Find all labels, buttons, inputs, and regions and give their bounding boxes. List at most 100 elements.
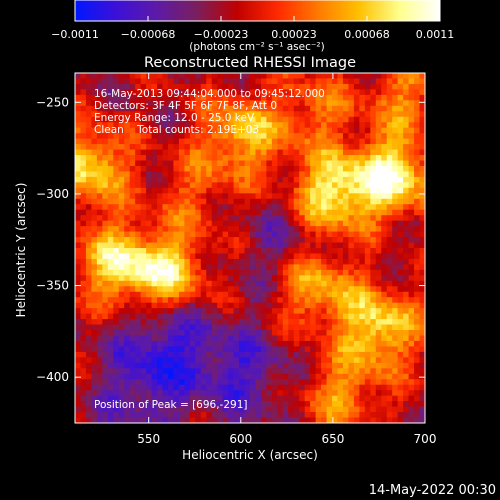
heatmap-cell xyxy=(195,237,202,243)
heatmap-cell xyxy=(113,308,120,315)
heatmap-cell xyxy=(173,231,180,238)
heatmap-cell xyxy=(217,78,224,85)
heatmap-cell xyxy=(167,155,174,161)
heatmap-cell xyxy=(342,417,349,424)
heatmap-cell xyxy=(403,204,409,211)
heatmap-cell xyxy=(397,83,404,90)
heatmap-cell xyxy=(408,94,415,101)
heatmap-cell xyxy=(386,155,393,161)
heatmap-cell xyxy=(419,324,426,331)
heatmap-cell xyxy=(299,302,306,309)
heatmap-cell xyxy=(326,94,333,101)
heatmap-cell xyxy=(200,165,207,172)
heatmap-cell xyxy=(353,248,360,254)
heatmap-cell xyxy=(157,275,163,282)
heatmap-cell xyxy=(211,83,218,90)
heatmap-cell xyxy=(222,127,229,134)
heatmap-cell xyxy=(118,122,125,129)
heatmap-cell xyxy=(233,149,240,156)
heatmap-cell xyxy=(135,253,142,260)
heatmap-cell xyxy=(124,313,131,320)
heatmap-cell xyxy=(282,384,289,391)
heatmap-cell xyxy=(173,122,180,129)
heatmap-cell xyxy=(266,335,273,342)
heatmap-cell xyxy=(342,220,349,227)
heatmap-cell xyxy=(266,111,273,118)
heatmap-cell xyxy=(260,362,267,369)
heatmap-cell xyxy=(222,122,229,129)
heatmap-cell xyxy=(408,362,415,369)
heatmap-cell xyxy=(419,94,426,101)
heatmap-cell xyxy=(342,122,349,129)
heatmap-cell xyxy=(321,209,327,216)
heatmap-cell xyxy=(107,308,114,315)
heatmap-cell xyxy=(337,308,344,315)
heatmap-cell xyxy=(310,313,317,320)
heatmap-cell xyxy=(255,340,262,347)
heatmap-cell xyxy=(244,209,251,216)
heatmap-cell xyxy=(239,215,245,222)
heatmap-cell xyxy=(266,89,273,96)
heatmap-cell xyxy=(239,231,245,238)
heatmap-cell xyxy=(96,226,103,232)
heatmap-cell xyxy=(408,149,415,156)
heatmap-cell xyxy=(403,160,409,167)
heatmap-cell xyxy=(260,335,267,342)
heatmap-cell xyxy=(271,291,278,298)
heatmap-cell xyxy=(321,406,327,413)
heatmap-cell xyxy=(282,280,289,287)
heatmap-cell xyxy=(85,242,92,249)
heatmap-cell xyxy=(102,248,109,254)
heatmap-cell xyxy=(364,340,371,347)
heatmap-cell xyxy=(386,100,393,107)
heatmap-cell xyxy=(189,204,196,211)
heatmap-cell xyxy=(315,171,322,178)
heatmap-cell xyxy=(167,362,174,369)
heatmap-cell xyxy=(282,401,289,407)
heatmap-cell xyxy=(80,379,87,386)
heatmap-cell xyxy=(277,187,284,194)
heatmap-cell xyxy=(342,231,349,238)
heatmap-cell xyxy=(315,390,322,397)
heatmap-cell xyxy=(353,171,360,178)
heatmap-cell xyxy=(293,220,300,227)
heatmap-cell xyxy=(403,73,409,79)
heatmap-cell xyxy=(359,258,366,265)
heatmap-cell xyxy=(337,362,344,369)
heatmap-cell xyxy=(140,138,147,145)
heatmap-cell xyxy=(299,83,306,90)
heatmap-cell xyxy=(80,116,87,123)
heatmap-cell xyxy=(337,412,344,418)
heatmap-cell xyxy=(233,209,240,216)
heatmap-cell xyxy=(195,280,202,287)
heatmap-cell xyxy=(353,253,360,260)
heatmap-cell xyxy=(91,379,98,386)
heatmap-cell xyxy=(118,160,125,167)
heatmap-cell xyxy=(113,242,120,249)
heatmap-cell xyxy=(271,171,278,178)
heatmap-cell xyxy=(75,242,81,249)
x-axis-title: Heliocentric X (arcsec) xyxy=(182,448,318,462)
heatmap-cell xyxy=(304,182,311,189)
heatmap-cell xyxy=(91,182,98,189)
heatmap-cell xyxy=(277,116,284,123)
heatmap-cell xyxy=(195,357,202,364)
heatmap-cell xyxy=(118,373,125,380)
heatmap-cell xyxy=(167,401,174,407)
heatmap-cell xyxy=(408,111,415,118)
heatmap-cell xyxy=(124,390,131,397)
colorbar-tick-label: 0.0011 xyxy=(416,28,455,41)
heatmap-cell xyxy=(310,100,317,107)
heatmap-cell xyxy=(75,390,81,397)
heatmap-cell xyxy=(167,264,174,271)
heatmap-cell xyxy=(293,209,300,216)
heatmap-cell xyxy=(211,231,218,238)
heatmap-cell xyxy=(299,286,306,293)
heatmap-cell xyxy=(250,89,256,96)
heatmap-cell xyxy=(195,73,202,79)
heatmap-cell xyxy=(217,94,224,101)
heatmap-cell xyxy=(288,231,295,238)
heatmap-cell xyxy=(124,133,131,140)
heatmap-cell xyxy=(288,220,295,227)
heatmap-cell xyxy=(299,149,306,156)
